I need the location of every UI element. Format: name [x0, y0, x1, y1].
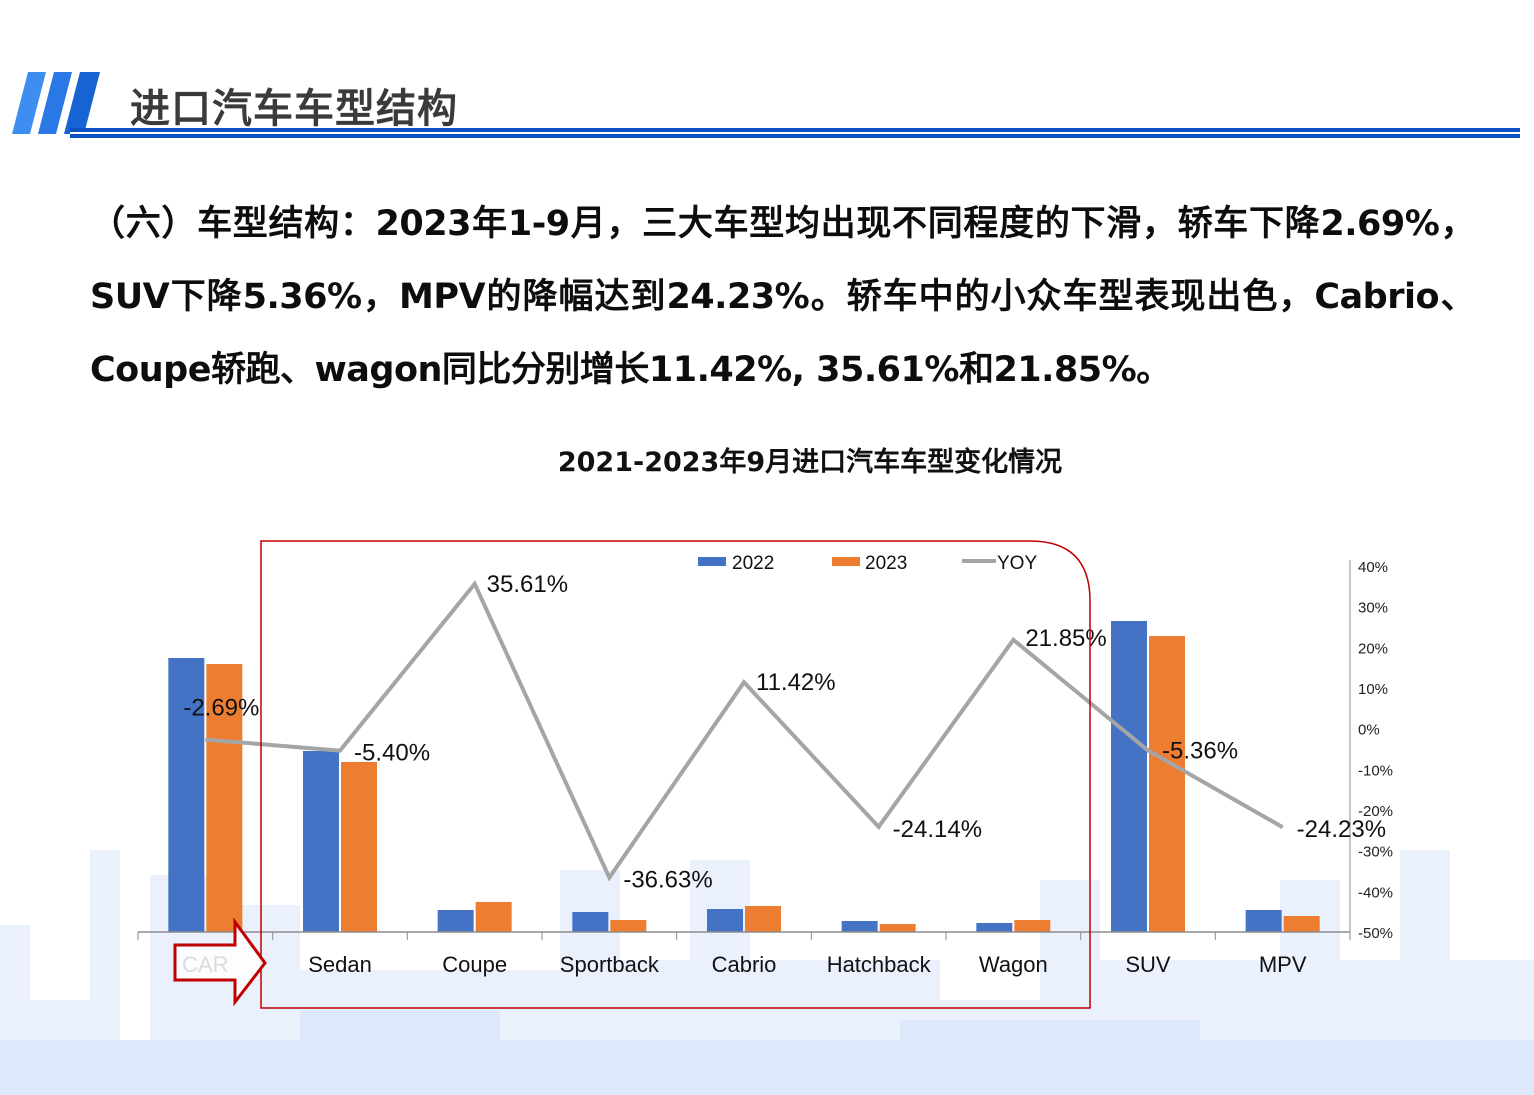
bar-2022-sedan [303, 751, 339, 932]
yoy-data-labels: -2.69% -5.40% 35.61% -36.63% 11.42% -24.14% 21… [183, 571, 1386, 894]
y-tick-label: 0% [1358, 722, 1380, 739]
bar-2022-coupe [437, 910, 474, 932]
chart-legend: 2022 2023 YOY [698, 553, 1037, 574]
right-y-axis: 40% 30% 20% 10% 0% -10% -20% -30% -40% -50% [1349, 559, 1393, 942]
bar-series-group [168, 621, 1320, 932]
yoy-label-wagon: 21.85% [1025, 625, 1106, 652]
y-tick-label: 20% [1358, 640, 1388, 657]
chart-title: 2021-2023年9月进口汽车车型变化情况 [557, 447, 1063, 478]
x-label-sedan: Sedan [308, 952, 372, 977]
bar-2023-sedan [341, 762, 377, 932]
bar-2022-mpv [1245, 910, 1282, 932]
x-label-coupe: Coupe [442, 952, 507, 977]
bar-2022-wagon [976, 923, 1013, 932]
x-label-suv: SUV [1125, 952, 1171, 977]
y-tick-label: -40% [1358, 884, 1393, 901]
summary-paragraph: （六）车型结构：2023年1-9月，三大车型均出现不同程度的下滑，轿车下降2.6… [90, 204, 1476, 390]
y-tick-label: 40% [1358, 559, 1388, 576]
legend-label-yoy: YOY [997, 553, 1037, 574]
y-tick-label: 30% [1358, 600, 1388, 617]
y-tick-label: -50% [1358, 925, 1393, 942]
legend-swatch-2023 [832, 557, 860, 566]
bar-2022-hatchback [841, 921, 878, 932]
legend-swatch-2022 [698, 557, 726, 566]
page-title: 进口汽车车型结构 [130, 86, 458, 132]
yoy-label-sedan: -5.40% [354, 740, 430, 767]
x-label-hatchback: Hatchback [827, 952, 932, 977]
y-tick-label: -20% [1358, 803, 1393, 820]
bar-2023-car [206, 664, 243, 932]
highlight-box-annotation [260, 540, 1091, 1009]
legend-label-2023: 2023 [865, 553, 907, 574]
yoy-label-coupe: 35.61% [487, 571, 568, 598]
bar-2023-sportback [610, 920, 647, 932]
yoy-label-suv: -5.36% [1162, 737, 1238, 764]
bar-2023-coupe [475, 902, 512, 932]
x-label-sportback: Sportback [560, 952, 660, 977]
header-divider [70, 128, 1520, 138]
x-label-wagon: Wagon [979, 952, 1048, 977]
legend-label-2022: 2022 [732, 553, 774, 574]
bar-2022-cabrio [707, 909, 743, 932]
bar-2022-car [168, 658, 205, 932]
y-tick-label: -30% [1358, 844, 1393, 861]
x-axis-labels: CARSedanCoupeSportbackCabrioHatchbackWag… [182, 952, 1307, 977]
x-axis [137, 931, 1351, 940]
yoy-label-car: -2.69% [183, 695, 259, 722]
bar-2023-mpv [1283, 916, 1320, 932]
bar-2022-sportback [572, 912, 609, 932]
yoy-label-cabrio: 11.42% [756, 669, 836, 696]
y-tick-label: -10% [1358, 762, 1393, 779]
bar-2023-suv [1149, 636, 1185, 932]
bar-2023-hatchback [879, 924, 916, 932]
x-label-mpv: MPV [1259, 952, 1307, 977]
y-tick-label: 10% [1358, 681, 1388, 698]
bar-2023-cabrio [745, 906, 781, 932]
yoy-label-sportback: -36.63% [623, 867, 712, 894]
yoy-line-series [205, 580, 1284, 882]
yoy-label-hatchback: -24.14% [893, 816, 982, 843]
slide-header: 进口汽车车型结构 [0, 60, 1534, 150]
bar-2022-suv [1111, 621, 1147, 932]
header-stripes-icon [12, 72, 100, 134]
yoy-label-mpv: -24.23% [1297, 816, 1386, 843]
car-arrow-annotation [173, 917, 267, 1007]
bar-2023-wagon [1014, 920, 1051, 932]
x-label-cabrio: Cabrio [712, 952, 777, 977]
